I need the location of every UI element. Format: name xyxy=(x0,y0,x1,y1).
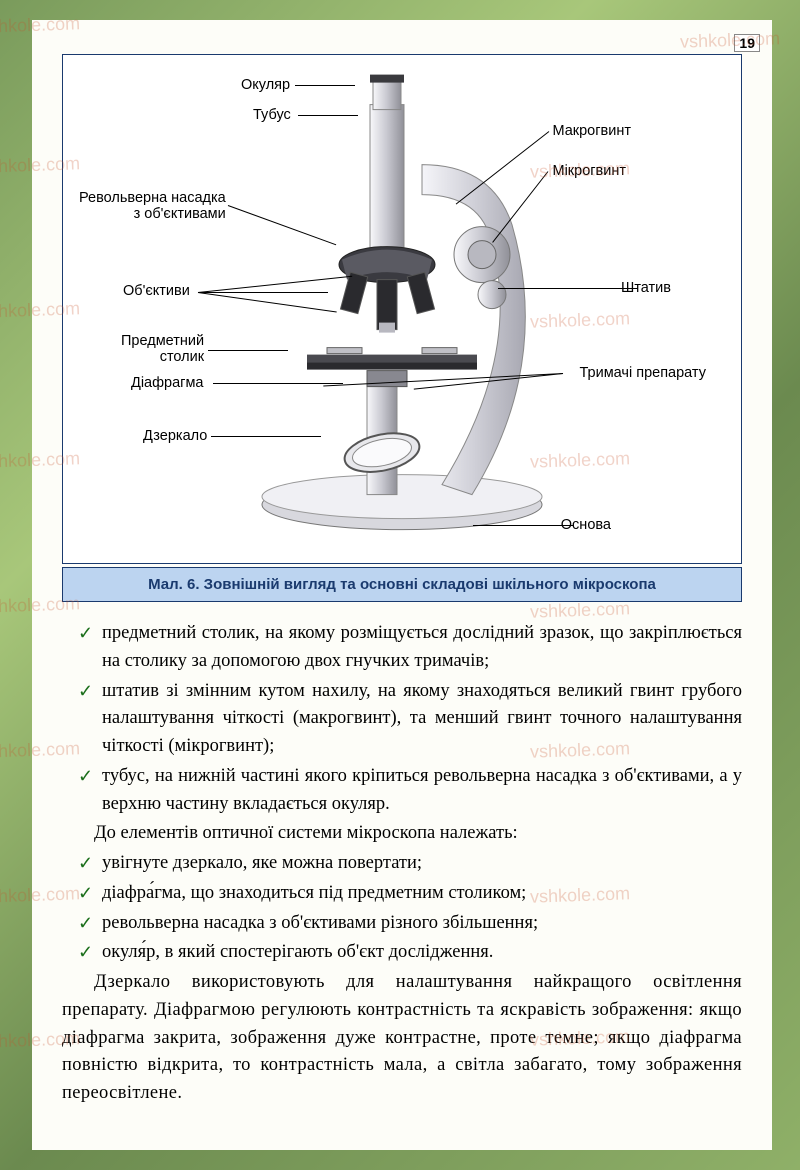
page-container: 19 xyxy=(32,20,772,1150)
list-item: окуля́р, в який спостерігають об'єкт дос… xyxy=(84,939,742,967)
page-number: 19 xyxy=(734,34,760,52)
list-item: діафра́гма, що знаходиться під предметни… xyxy=(84,880,742,908)
label-diaphragm: Діафрагма xyxy=(131,375,204,391)
label-coarse-focus: Макрогвинт xyxy=(552,123,631,139)
label-line xyxy=(211,436,321,437)
label-objectives: Об'єктиви xyxy=(123,283,190,299)
intro-optics: До елементів оптичної системи мікроскопа… xyxy=(62,820,742,848)
list-item: увігнуте дзеркало, яке можна повертати; xyxy=(84,850,742,878)
list-item: револьверна насадка з об'єктивами різног… xyxy=(84,910,742,938)
microscope-figure: Окуляр Тубус Револьверна насадка з об'єк… xyxy=(62,54,742,564)
list-item: предметний столик, на якому розміщується… xyxy=(84,620,742,676)
label-line xyxy=(198,292,328,293)
list-item: штатив зі змінним кутом нахилу, на якому… xyxy=(84,678,742,761)
list-item: тубус, на нижній частині якого кріпиться… xyxy=(84,763,742,819)
paragraph-mirror-diaphragm: Дзеркало використовують для налаштування… xyxy=(62,969,742,1108)
label-eyepiece: Окуляр xyxy=(241,77,290,93)
label-fine-focus: Мікрогвинт xyxy=(552,163,626,179)
microscope-illustration xyxy=(212,65,592,535)
label-mirror: Дзеркало xyxy=(143,428,207,444)
label-line xyxy=(213,383,343,384)
label-line xyxy=(498,288,638,289)
label-tube: Тубус xyxy=(253,107,291,123)
label-slide-holders: Тримачі препарату xyxy=(580,365,707,381)
bullet-list-mechanical: предметний столик, на якому розміщується… xyxy=(62,620,742,818)
body-text: предметний столик, на якому розміщується… xyxy=(62,620,742,1108)
label-line xyxy=(473,525,573,526)
figure-caption: Мал. 6. Зовнішній вигляд та основні скла… xyxy=(62,567,742,602)
label-revolver: Револьверна насадка з об'єктивами xyxy=(79,190,226,222)
bullet-list-optics: увігнуте дзеркало, яке можна повертати; … xyxy=(62,850,742,967)
label-stage: Предметний столик xyxy=(121,333,204,365)
label-line xyxy=(298,115,358,116)
diagram-area: Окуляр Тубус Револьверна насадка з об'єк… xyxy=(63,55,741,563)
label-line xyxy=(208,350,288,351)
label-line xyxy=(295,85,355,86)
